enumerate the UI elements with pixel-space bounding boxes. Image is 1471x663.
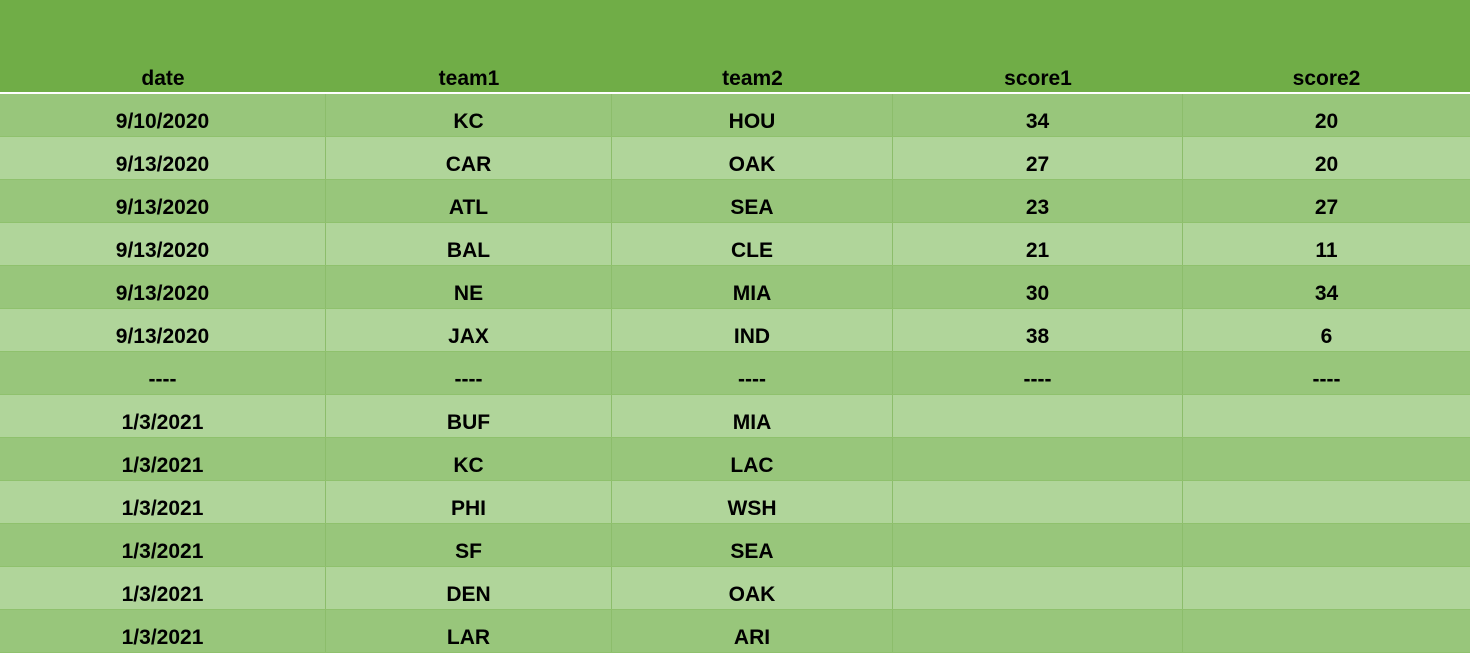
table-row-separator: ---- ---- ---- ---- ---- <box>0 352 1470 395</box>
cell-team1[interactable]: BAL <box>326 223 612 265</box>
cell-team2[interactable]: MIA <box>612 266 893 308</box>
table-body: 9/10/2020 KC HOU 34 20 9/13/2020 CAR OAK… <box>0 94 1470 653</box>
table-row: 1/3/2021 BUF MIA <box>0 395 1470 438</box>
cell-score1[interactable]: 21 <box>893 223 1183 265</box>
cell-date[interactable]: 9/13/2020 <box>0 137 326 179</box>
cell-date[interactable]: 1/3/2021 <box>0 524 326 566</box>
cell-score1[interactable]: 38 <box>893 309 1183 351</box>
cell-team2[interactable]: MIA <box>612 395 893 437</box>
cell-team2[interactable]: WSH <box>612 481 893 523</box>
table-row: 9/10/2020 KC HOU 34 20 <box>0 94 1470 137</box>
cell-team1[interactable]: LAR <box>326 610 612 652</box>
cell-team2[interactable]: LAC <box>612 438 893 480</box>
table-row: 1/3/2021 PHI WSH <box>0 481 1470 524</box>
cell-date[interactable]: 1/3/2021 <box>0 395 326 437</box>
cell-score2[interactable]: 11 <box>1315 239 1338 262</box>
table-row: 1/3/2021 DEN OAK <box>0 567 1470 610</box>
cell-score2[interactable] <box>1183 524 1470 566</box>
cell-team2[interactable]: CLE <box>612 223 893 265</box>
table-row: 9/13/2020 CAR OAK 27 20 <box>0 137 1470 180</box>
cell-date[interactable]: ---- <box>0 352 326 394</box>
cell-team1[interactable]: PHI <box>326 481 612 523</box>
cell-score1[interactable] <box>893 481 1183 523</box>
cell-team1[interactable]: BUF <box>326 395 612 437</box>
cell-score1[interactable]: 23 <box>893 180 1183 222</box>
cell-date[interactable]: 9/13/2020 <box>0 309 326 351</box>
cell-score2[interactable] <box>1183 395 1470 437</box>
cell-team1[interactable]: DEN <box>326 567 612 609</box>
table-row: 9/13/2020 BAL CLE 21 11 <box>0 223 1470 266</box>
cell-score2[interactable]: 20 <box>1314 153 1339 176</box>
cell-team1[interactable]: CAR <box>326 137 612 179</box>
cell-team2[interactable]: ---- <box>612 352 893 394</box>
cell-score1[interactable]: 27 <box>893 137 1183 179</box>
cell-date[interactable]: 1/3/2021 <box>0 481 326 523</box>
cell-score1[interactable]: 30 <box>893 266 1183 308</box>
cell-score2[interactable] <box>1183 438 1470 480</box>
cell-team2[interactable]: SEA <box>612 180 893 222</box>
table-row: 1/3/2021 LAR ARI <box>0 610 1470 653</box>
cell-score2[interactable] <box>1183 481 1470 523</box>
cell-date[interactable]: 9/13/2020 <box>0 223 326 265</box>
table-row: 1/3/2021 KC LAC <box>0 438 1470 481</box>
table-row: 9/13/2020 JAX IND 38 6 <box>0 309 1470 352</box>
cell-score1[interactable] <box>893 395 1183 437</box>
cell-date[interactable]: 9/13/2020 <box>0 180 326 222</box>
cell-score1[interactable] <box>893 610 1183 652</box>
cell-team2[interactable]: ARI <box>612 610 893 652</box>
cell-team1[interactable]: ---- <box>326 352 612 394</box>
column-header-score1[interactable]: score1 <box>1004 67 1072 90</box>
table-row: 9/13/2020 NE MIA 30 34 <box>0 266 1470 309</box>
cell-score1[interactable]: 34 <box>893 94 1183 136</box>
cell-team1[interactable]: ATL <box>326 180 612 222</box>
cell-score2[interactable]: 20 <box>1314 110 1339 133</box>
cell-score2[interactable] <box>1183 567 1470 609</box>
cell-date[interactable]: 1/3/2021 <box>0 567 326 609</box>
cell-team2[interactable]: HOU <box>612 94 893 136</box>
cell-score2[interactable]: ---- <box>1312 368 1341 391</box>
cell-score2[interactable]: 27 <box>1314 196 1339 219</box>
cell-score2[interactable]: 6 <box>1320 325 1333 348</box>
column-header-score2[interactable]: score2 <box>1292 67 1361 90</box>
cell-score2[interactable] <box>1183 610 1470 652</box>
cell-team1[interactable]: SF <box>326 524 612 566</box>
cell-team1[interactable]: NE <box>326 266 612 308</box>
header-divider <box>0 92 1470 94</box>
cell-team2[interactable]: SEA <box>612 524 893 566</box>
cell-date[interactable]: 9/13/2020 <box>0 266 326 308</box>
table-row: 1/3/2021 SF SEA <box>0 524 1470 567</box>
cell-date[interactable]: 1/3/2021 <box>0 438 326 480</box>
cell-team1[interactable]: KC <box>326 438 612 480</box>
cell-score1[interactable] <box>893 524 1183 566</box>
cell-score1[interactable] <box>893 438 1183 480</box>
cell-score1[interactable]: ---- <box>893 352 1183 394</box>
cell-score2[interactable]: 34 <box>1314 282 1339 305</box>
cell-date[interactable]: 1/3/2021 <box>0 610 326 652</box>
table-header: date team1 team2 score1 score2 <box>0 0 1470 92</box>
cell-team2[interactable]: IND <box>612 309 893 351</box>
cell-team2[interactable]: OAK <box>612 137 893 179</box>
cell-score1[interactable] <box>893 567 1183 609</box>
table-row: 9/13/2020 ATL SEA 23 27 <box>0 180 1470 223</box>
cell-date[interactable]: 9/10/2020 <box>0 94 326 136</box>
column-header-team2[interactable]: team2 <box>722 67 783 90</box>
column-header-date[interactable]: date <box>141 67 185 90</box>
cell-team2[interactable]: OAK <box>612 567 893 609</box>
cell-team1[interactable]: JAX <box>326 309 612 351</box>
cell-team1[interactable]: KC <box>326 94 612 136</box>
column-header-team1[interactable]: team1 <box>438 67 500 90</box>
